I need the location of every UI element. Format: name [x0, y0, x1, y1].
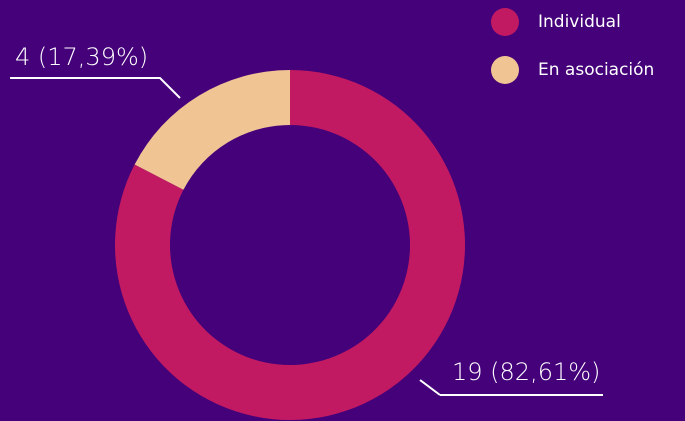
- donut-slice: [114, 70, 465, 420]
- legend-swatch: [491, 8, 519, 36]
- value-label: 4 (17,39%): [15, 43, 148, 71]
- label-leader: [10, 77, 181, 99]
- donut-slice: [134, 70, 290, 190]
- legend-label: Individual: [538, 12, 621, 32]
- label-leader: [419, 379, 441, 396]
- legend-swatch: [491, 56, 519, 84]
- value-label: 19 (82,61%): [452, 358, 600, 386]
- legend-label: En asociación: [538, 60, 654, 80]
